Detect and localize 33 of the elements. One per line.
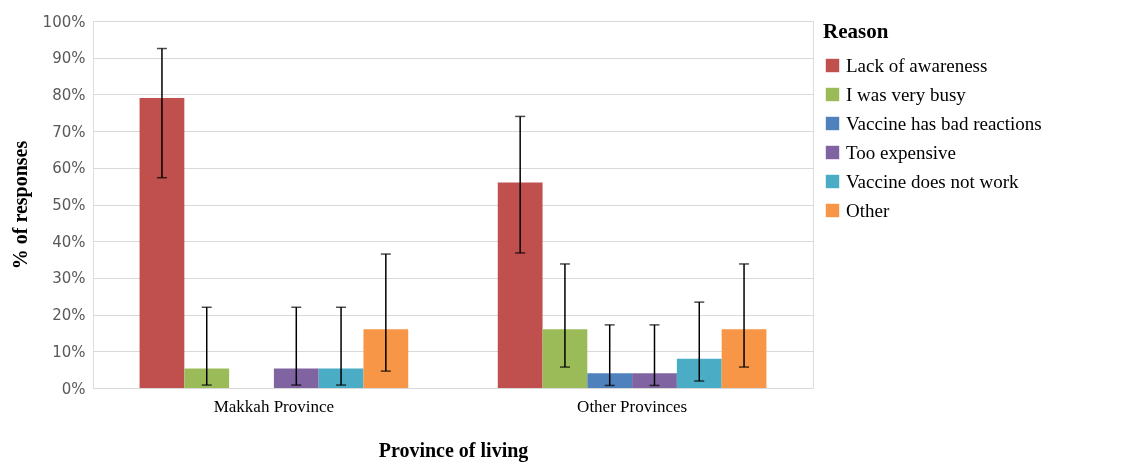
y-tick-label: 10%: [52, 342, 86, 361]
bar: [721, 329, 767, 388]
bar: [676, 358, 722, 388]
bar: [587, 373, 633, 388]
y-tick-label: 60%: [52, 159, 86, 178]
bar: [542, 329, 588, 388]
y-axis-title: % of responses: [8, 140, 32, 270]
x-axis-title: Province of living: [378, 438, 529, 462]
bar: [273, 368, 319, 388]
y-tick-label: 80%: [52, 85, 86, 104]
bar: [139, 98, 185, 388]
legend-label: Vaccine has bad reactions: [846, 112, 1042, 134]
bar: [318, 368, 364, 388]
y-tick-label: 50%: [52, 196, 86, 214]
x-tick-label: Other Provinces: [577, 396, 688, 416]
legend-label: Vaccine does not work: [846, 170, 1020, 192]
bar: [184, 368, 230, 388]
bar: [632, 373, 677, 388]
y-tick-label: 0%: [61, 379, 86, 398]
y-tick-label: 30%: [52, 269, 86, 288]
legend-label: Other: [846, 199, 890, 221]
y-tick-label: 40%: [52, 232, 86, 251]
legend-label: Lack of awareness: [846, 54, 988, 76]
y-tick-label: 20%: [52, 306, 86, 325]
legend-label: I was very busy: [846, 83, 967, 105]
x-tick-label: Makkah Province: [213, 396, 335, 416]
y-tick-label: 100%: [42, 12, 86, 31]
y-tick-label: 90%: [52, 49, 86, 68]
legend-label: Too expensive: [846, 141, 957, 163]
bar: [497, 182, 543, 388]
legend-title: Reason: [823, 19, 889, 43]
bar: [363, 329, 409, 388]
y-tick-label: 70%: [52, 122, 86, 141]
